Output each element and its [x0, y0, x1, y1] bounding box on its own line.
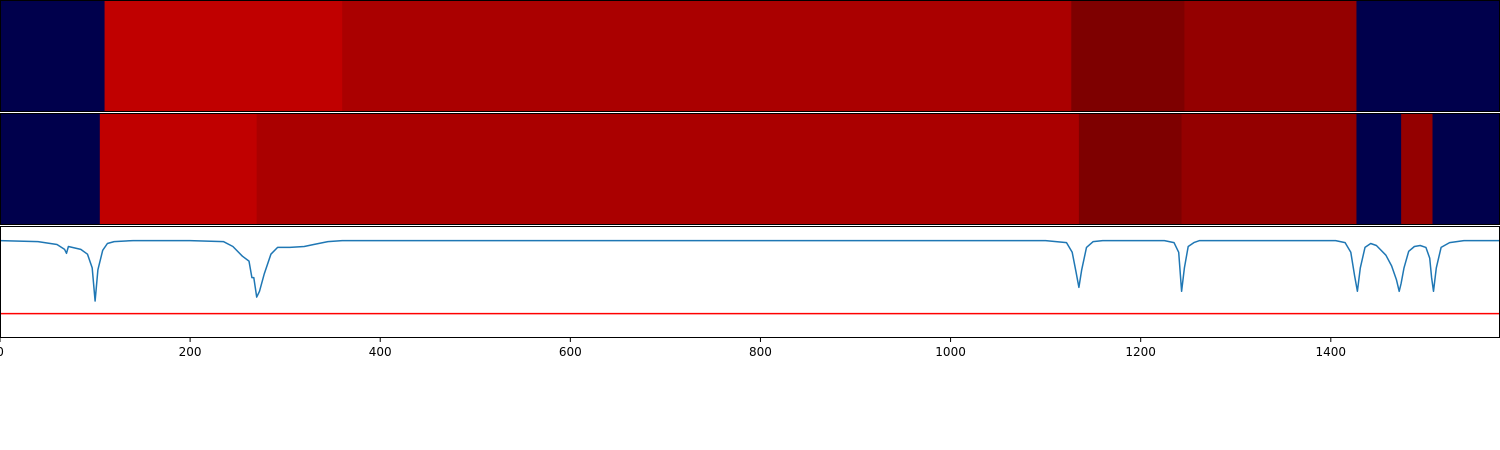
- heatmap-row-1-segment-6: [1356, 0, 1500, 112]
- heatmap-row-2-segment-3: [256, 113, 1080, 225]
- x-tick-label-600: 600: [559, 345, 582, 359]
- x-tick-label-800: 800: [749, 345, 772, 359]
- heatmap-row-2-segment-5: [1181, 113, 1357, 225]
- x-tick-label-1400: 1400: [1316, 345, 1347, 359]
- heatmap-row-1-segment-1: [0, 0, 106, 112]
- heatmap-row-1-segment-5: [1184, 0, 1357, 112]
- heatmap-row-2-segment-8: [1432, 113, 1500, 225]
- heatmap-rows: [0, 0, 1500, 225]
- line-panel: [0, 226, 1500, 338]
- heatmap-row-1-segment-4: [1071, 0, 1185, 112]
- x-tick-label-1200: 1200: [1125, 345, 1156, 359]
- series-line: [0, 239, 1500, 302]
- x-axis: 0 200 400 600 800 1000 1200 1400: [0, 338, 1346, 359]
- heatmap-row-1-segment-3: [342, 0, 1072, 112]
- heatmap-row-2-segment-7: [1401, 113, 1434, 225]
- heatmap-row-2-segment-2: [99, 113, 258, 225]
- x-tick-label-400: 400: [369, 345, 392, 359]
- heatmap-row-2-segment-1: [0, 113, 101, 225]
- heatmap-row-2-segment-6: [1356, 113, 1402, 225]
- x-tick-label-0: 0: [0, 345, 4, 359]
- heatmap-row-2-segment-4: [1078, 113, 1183, 225]
- line-panel-background: [0, 226, 1500, 338]
- x-tick-label-1000: 1000: [935, 345, 966, 359]
- x-tick-label-200: 200: [179, 345, 202, 359]
- heatmap-row-1-segment-2: [104, 0, 343, 112]
